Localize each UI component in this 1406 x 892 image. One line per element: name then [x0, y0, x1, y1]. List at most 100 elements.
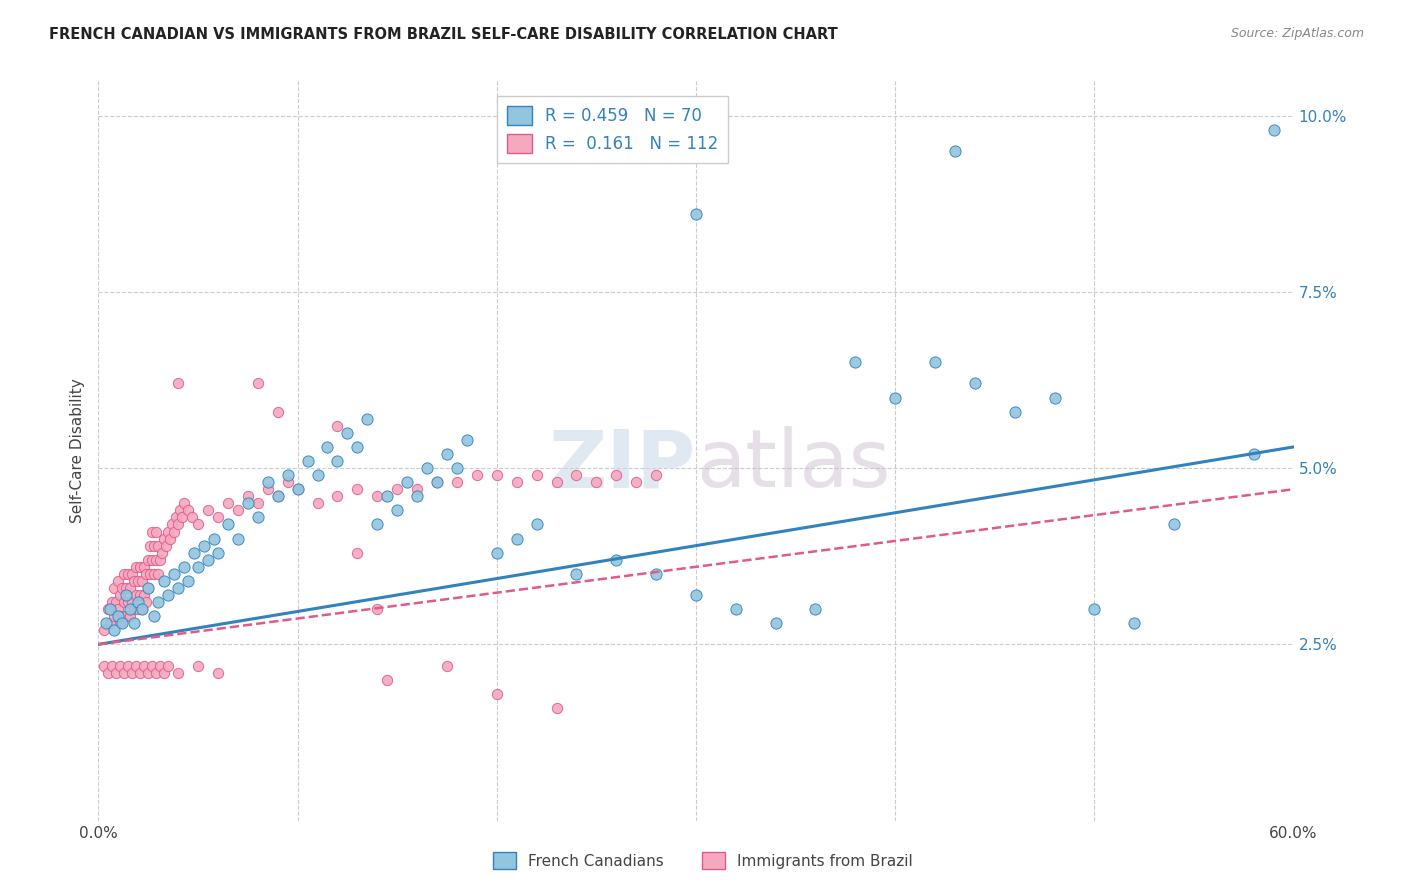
Point	[103, 624, 125, 638]
Point	[120, 609, 142, 624]
Point	[136, 581, 159, 595]
Point	[141, 524, 163, 539]
Point	[150, 546, 173, 560]
Point	[765, 616, 787, 631]
Point	[485, 468, 508, 483]
Point	[446, 475, 468, 490]
Point	[426, 475, 449, 490]
Point	[406, 489, 429, 503]
Point	[267, 489, 290, 503]
Point	[127, 602, 149, 616]
Text: ZIP: ZIP	[548, 426, 696, 504]
Point	[1163, 517, 1185, 532]
Point	[124, 602, 146, 616]
Point	[546, 701, 568, 715]
Point	[246, 376, 269, 391]
Text: atlas: atlas	[696, 426, 890, 504]
Point	[131, 574, 153, 588]
Point	[181, 510, 204, 524]
Point	[375, 673, 398, 687]
Point	[884, 391, 907, 405]
Point	[336, 425, 359, 440]
Point	[485, 546, 508, 560]
Point	[456, 433, 478, 447]
Point	[1263, 122, 1285, 136]
Point	[134, 588, 156, 602]
Point	[131, 602, 153, 616]
Point	[1243, 447, 1265, 461]
Point	[426, 475, 449, 490]
Point	[565, 468, 588, 483]
Point	[585, 475, 607, 490]
Point	[297, 454, 319, 468]
Point	[526, 468, 548, 483]
Point	[157, 658, 180, 673]
Point	[187, 559, 209, 574]
Point	[98, 602, 122, 616]
Point	[93, 658, 115, 673]
Point	[148, 595, 170, 609]
Point	[117, 658, 139, 673]
Point	[98, 616, 122, 631]
Point	[153, 574, 176, 588]
Point	[97, 602, 120, 616]
Point	[217, 496, 239, 510]
Point	[173, 559, 195, 574]
Point	[167, 581, 190, 595]
Point	[167, 665, 190, 680]
Point	[112, 595, 135, 609]
Point	[169, 503, 191, 517]
Point	[177, 503, 200, 517]
Point	[97, 665, 120, 680]
Point	[157, 588, 180, 602]
Point	[375, 489, 398, 503]
Point	[226, 532, 249, 546]
Text: Source: ZipAtlas.com: Source: ZipAtlas.com	[1230, 27, 1364, 40]
Point	[136, 553, 159, 567]
Point	[139, 566, 162, 581]
Point	[366, 602, 388, 616]
Point	[127, 574, 149, 588]
Point	[135, 566, 157, 581]
Point	[112, 566, 135, 581]
Point	[346, 482, 368, 496]
Point	[436, 658, 458, 673]
Point	[183, 546, 205, 560]
Point	[167, 376, 190, 391]
Point	[110, 658, 132, 673]
Point	[115, 588, 138, 602]
Point	[163, 524, 186, 539]
Point	[105, 665, 128, 680]
Point	[160, 517, 183, 532]
Point	[121, 566, 143, 581]
Point	[446, 461, 468, 475]
Point	[356, 411, 378, 425]
Point	[124, 574, 146, 588]
Legend: French Canadians, Immigrants from Brazil: French Canadians, Immigrants from Brazil	[486, 846, 920, 875]
Point	[1123, 616, 1146, 631]
Point	[145, 524, 167, 539]
Point	[804, 602, 827, 616]
Point	[346, 546, 368, 560]
Point	[103, 581, 125, 595]
Point	[165, 510, 187, 524]
Point	[153, 665, 176, 680]
Point	[141, 658, 163, 673]
Point	[125, 588, 148, 602]
Point	[645, 566, 668, 581]
Point	[366, 489, 388, 503]
Point	[187, 658, 209, 673]
Point	[465, 468, 488, 483]
Point	[197, 503, 219, 517]
Point	[93, 624, 115, 638]
Point	[112, 665, 135, 680]
Point	[136, 581, 159, 595]
Point	[506, 475, 529, 490]
Point	[406, 482, 429, 496]
Point	[207, 546, 229, 560]
Point	[155, 539, 177, 553]
Point	[226, 503, 249, 517]
Point	[236, 489, 259, 503]
Point	[172, 510, 194, 524]
Point	[107, 602, 129, 616]
